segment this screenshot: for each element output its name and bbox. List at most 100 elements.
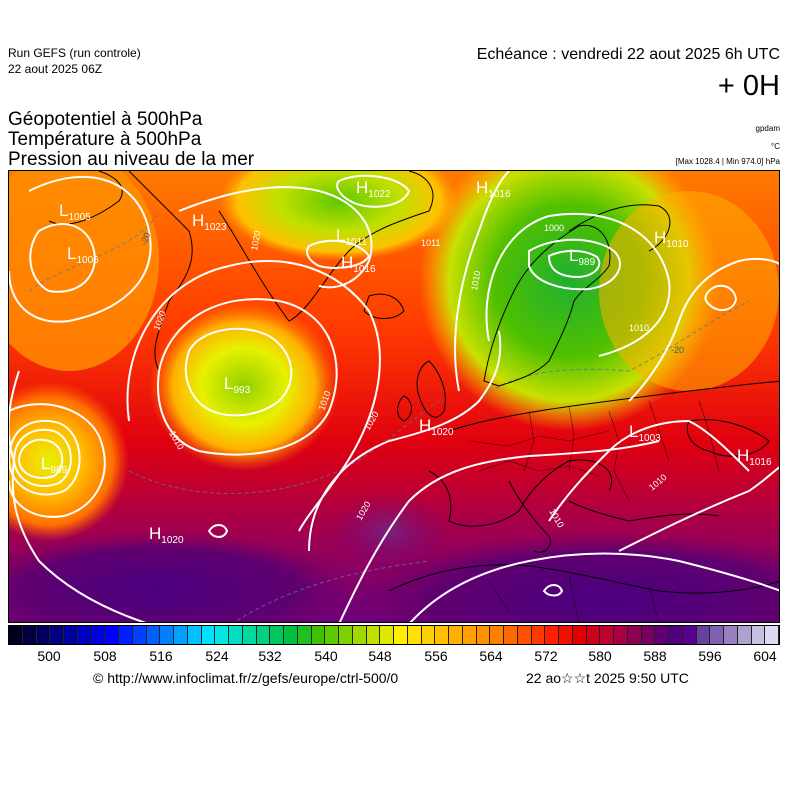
colorbar-labels: 500 508 516 524 532 540 548 556 564 572 580 588 596 6… (8, 648, 780, 666)
low-pressure-center: L1006 (67, 244, 99, 266)
colorbar-cell (407, 626, 422, 644)
unit-geopotential: gpdam (755, 124, 780, 133)
colorbar-cell (586, 626, 601, 644)
colorbar-cell (380, 626, 394, 644)
colorbar-tick-label: 540 (314, 648, 338, 664)
isobars (9, 171, 779, 622)
temperature-labels: -20 -20 (138, 231, 684, 355)
colorbar-cell (174, 626, 188, 644)
lead-time: + 0H (717, 70, 780, 102)
map-svg: L1005 L1006 H1023 H1022 L1011 H1016 H1016 L989 H… (9, 171, 779, 622)
isobar-label: 1020 (249, 230, 262, 251)
isotherm-label: -20 (671, 345, 684, 355)
colorbar-tick-label: 500 (37, 648, 61, 664)
low-pressure-center: L1005 (59, 201, 91, 223)
isobar-label: 1010 (629, 323, 649, 333)
colorbar-cell (366, 626, 381, 644)
high-pressure-center: H1022 (356, 178, 391, 200)
isobar-label: 1000 (544, 223, 564, 233)
colorbar-cell (517, 626, 532, 644)
colorbar-tick-label: 508 (93, 648, 117, 664)
colorbar-tick-label: 580 (588, 648, 612, 664)
colorbar-cell (504, 626, 518, 644)
colorbar-cell (737, 626, 752, 644)
low-pressure-center: L969 (41, 454, 68, 476)
colorbar-cell (64, 626, 78, 644)
colorbar-tick-label: 532 (258, 648, 282, 664)
colorbar-cell (242, 626, 257, 644)
pressure-centers: L1005 L1006 H1023 H1022 L1011 H1016 H1016 L989 H… (41, 178, 772, 546)
colorbar-cell (669, 626, 683, 644)
colorbar-cell (682, 626, 697, 644)
colorbar-cell (421, 626, 436, 644)
colorbar-cell (435, 626, 449, 644)
colorbar-cell (531, 626, 546, 644)
colorbar-tick-label: 524 (205, 648, 229, 664)
colorbar-cell (765, 626, 779, 644)
colorbar-cell (201, 626, 216, 644)
colorbar-cell (215, 626, 229, 644)
colorbar-cell (627, 626, 642, 644)
colorbar-cell (187, 626, 202, 644)
coastlines (48, 171, 779, 594)
country-borders (468, 400, 720, 622)
colorbar-tick-label: 548 (368, 648, 392, 664)
colorbar-cell (559, 626, 573, 644)
colorbar-cell (325, 626, 339, 644)
colorbar-tick-label: 556 (424, 648, 448, 664)
unit-temperature: °C (771, 142, 780, 151)
high-pressure-center: H1023 (192, 211, 227, 233)
colorbar-cell (710, 626, 724, 644)
high-pressure-center: H1016 (737, 446, 772, 468)
high-pressure-center: H1010 (654, 228, 689, 250)
high-pressure-center: H1020 (419, 416, 454, 438)
colorbar-cell (50, 626, 64, 644)
weather-map: L1005 L1006 H1023 H1022 L1011 H1016 H1016 L989 H… (8, 170, 780, 623)
colorbar-cell (105, 626, 119, 644)
colorbar-cell (614, 626, 628, 644)
colorbar-tick-label: 588 (643, 648, 667, 664)
colorbar-cell (696, 626, 711, 644)
colorbar-cell (449, 626, 463, 644)
colorbar-cell (22, 626, 37, 644)
generation-time: 22 ao☆☆t 2025 9:50 UTC (526, 670, 689, 686)
low-pressure-center: L993 (224, 374, 251, 396)
colorbar-cell (270, 626, 284, 644)
colorbar-cell (655, 626, 669, 644)
colorbar-cell (284, 626, 298, 644)
colorbar-cell (751, 626, 766, 644)
high-pressure-center: H1016 (476, 178, 511, 200)
low-pressure-center: L1003 (629, 422, 661, 444)
colorbar-cell (490, 626, 504, 644)
colorbar-cell (132, 626, 147, 644)
colorbar-cell (600, 626, 614, 644)
field-temperature: Température à 500hPa (8, 129, 202, 150)
colorbar-cell (311, 626, 326, 644)
colorbar-cell (77, 626, 92, 644)
colorbar-cell (229, 626, 243, 644)
colorbar-cell (476, 626, 491, 644)
colorbar-cell (462, 626, 477, 644)
run-date: 22 aout 2025 06Z (8, 62, 103, 76)
colorbar-cell (160, 626, 174, 644)
copyright-url: © http://www.infoclimat.fr/z/gefs/europe… (93, 670, 399, 686)
colorbar-cell (545, 626, 559, 644)
high-pressure-center: H1016 (341, 253, 376, 275)
pressure-max-min: [Max 1028.4 | Min 974.0] hPa (675, 157, 780, 166)
colorbar-tick-label: 604 (753, 648, 777, 664)
colorbar-cell (352, 626, 367, 644)
low-pressure-center: L989 (569, 246, 596, 268)
colorbar-tick-label: 572 (534, 648, 558, 664)
colorbar-cell (256, 626, 271, 644)
temperature-isotherms (28, 210, 750, 622)
colorbar-tick-label: 564 (479, 648, 503, 664)
isobar-label: 1010 (469, 270, 482, 291)
low-pressure-center: L1011 (336, 226, 367, 248)
isotherm-label: -20 (138, 231, 152, 247)
colorbar-cell (641, 626, 656, 644)
colorbar-cell (724, 626, 738, 644)
colorbar-cell (572, 626, 587, 644)
colorbar-cell (119, 626, 133, 644)
colorbar-cell (91, 626, 106, 644)
colorbar-tick-label: 516 (149, 648, 173, 664)
